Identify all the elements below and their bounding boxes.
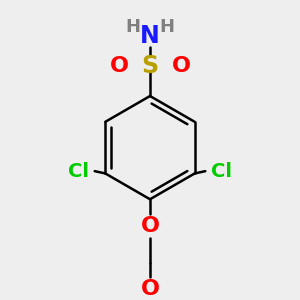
Text: O: O	[140, 216, 160, 236]
Text: Cl: Cl	[212, 162, 233, 181]
Text: O: O	[140, 279, 160, 299]
Text: O: O	[110, 56, 128, 76]
Text: Cl: Cl	[68, 162, 88, 181]
Text: N: N	[140, 24, 160, 48]
Text: O: O	[172, 56, 190, 76]
Text: H: H	[126, 18, 141, 36]
Text: S: S	[141, 54, 159, 78]
Text: H: H	[159, 18, 174, 36]
